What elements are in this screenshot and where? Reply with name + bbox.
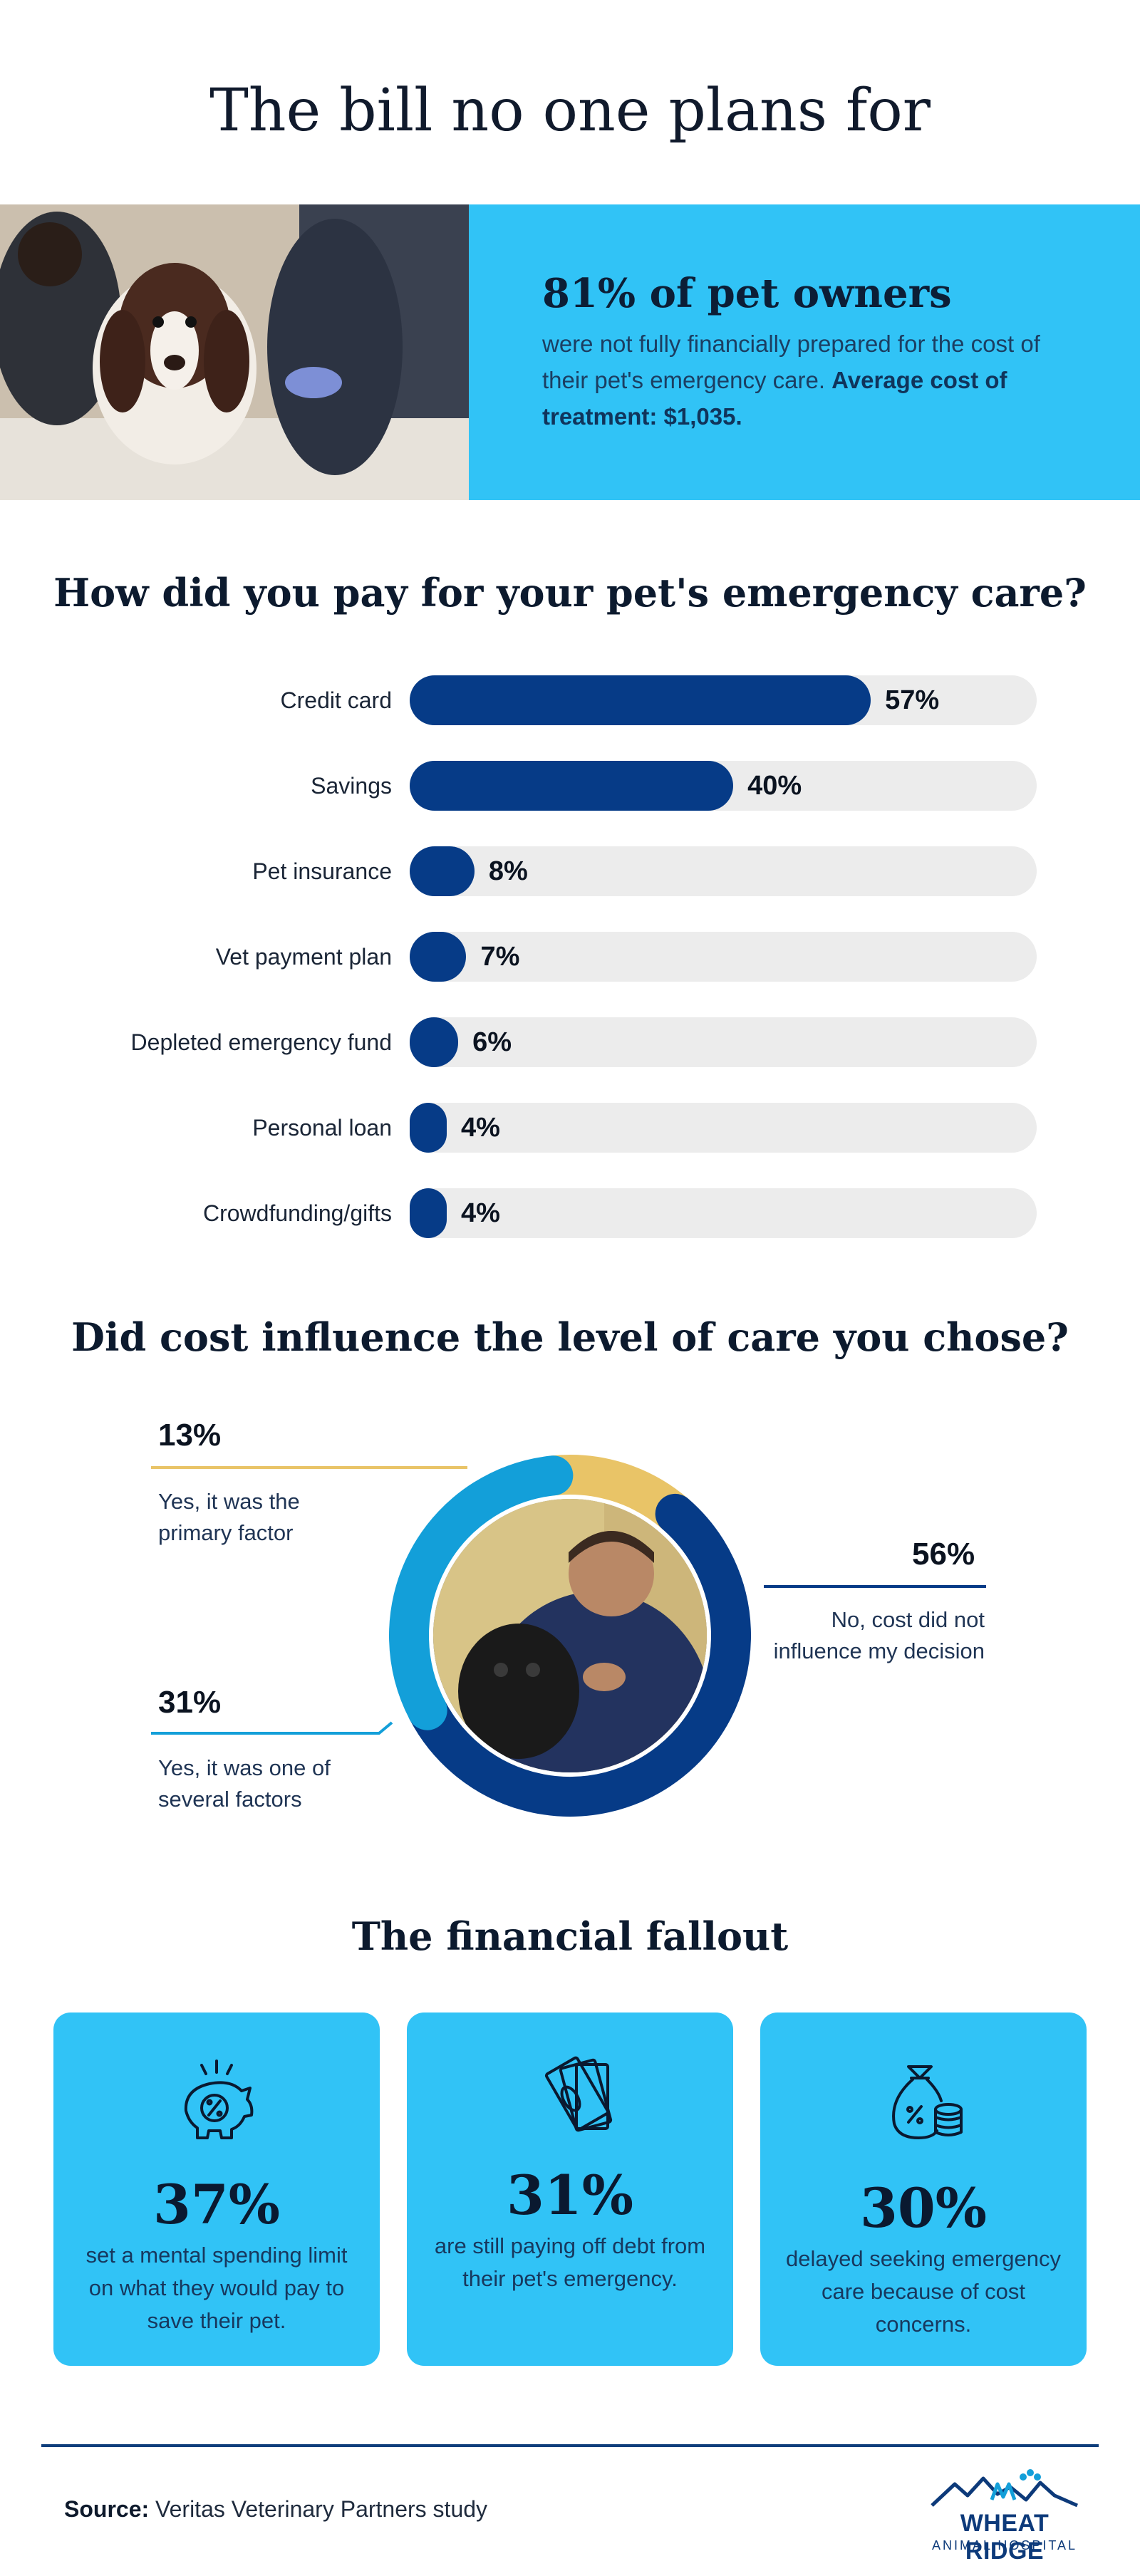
fallout-card-delayed-care: 30% delayed seeking emergency care becau… <box>760 2012 1087 2366</box>
bar-track: 40% <box>410 761 1037 811</box>
influence-chart-title: Did cost influence the level of care you… <box>71 1314 1069 1360</box>
hero-body: were not fully financially prepared for … <box>542 326 1084 435</box>
bar-fill <box>410 1103 447 1153</box>
cash-bills-icon <box>544 2056 613 2132</box>
bar-row: Depleted emergency fund 6% <box>0 1017 1140 1067</box>
bar-row: Pet insurance 8% <box>0 846 1140 896</box>
bar-category-label: Vet payment plan <box>215 944 392 970</box>
bar-track: 7% <box>410 932 1037 982</box>
callout-several-label: Yes, it was one of several factors <box>158 1755 331 1812</box>
bar-value-label: 57% <box>885 685 940 715</box>
page-title: The bill no one plans for <box>209 77 931 145</box>
bar-row: Personal loan 4% <box>0 1103 1140 1153</box>
bar-category-label: Savings <box>311 773 392 799</box>
fallout-text: are still paying off debt from their pet… <box>434 2233 706 2291</box>
bar-fill <box>410 1017 459 1067</box>
bar-category-label: Crowdfunding/gifts <box>202 1200 392 1226</box>
bar-value-label: 7% <box>480 942 520 972</box>
vet-dog-illustration <box>0 204 469 500</box>
bar-category-label: Personal loan <box>252 1115 392 1141</box>
hero-body-text: were not fully financially prepared for … <box>542 331 1040 393</box>
bar-fill <box>410 932 467 982</box>
callout-no-label: No, cost did not influence my decision <box>773 1607 985 1663</box>
vet-pug-photo <box>433 1499 707 1772</box>
bar-category-label: Pet insurance <box>252 858 392 884</box>
hero-headline: 81% of pet owners <box>542 270 952 317</box>
bar-row: Crowdfunding/gifts 4% <box>0 1188 1140 1238</box>
bar-category-label: Credit card <box>280 687 393 713</box>
callout-several-line <box>151 1721 393 1735</box>
bar-track: 6% <box>410 1017 1037 1067</box>
bar-value-label: 6% <box>472 1027 512 1057</box>
logo-name: WHEAT RIDGE <box>960 2510 1050 2565</box>
bar-track: 4% <box>410 1188 1037 1238</box>
fallout-text: delayed seeking emergency care because o… <box>785 2246 1062 2337</box>
fallout-card-spending-limit: 37% set a mental spending limit on what … <box>53 2012 380 2366</box>
callout-no-line <box>764 1585 986 1588</box>
bar-track: 57% <box>410 675 1037 725</box>
bar-value-label: 8% <box>488 856 528 886</box>
fallout-card-debt: 31% are still paying off debt from their… <box>407 2012 733 2366</box>
money-bag-coins-icon <box>892 2065 963 2139</box>
bar-fill <box>410 761 734 811</box>
callout-primary-value: 13% <box>158 1418 222 1453</box>
bar-row: Vet payment plan 7% <box>0 932 1140 982</box>
wheat-ridge-logo: WHEAT RIDGE ANIMAL HOSPITAL <box>926 2468 1083 2565</box>
bar-value-label: 4% <box>461 1113 500 1143</box>
source-citation: Source: Veritas Veterinary Partners stud… <box>64 2496 487 2523</box>
vet-pug-illustration <box>433 1499 707 1772</box>
callout-primary-line <box>151 1466 467 1469</box>
piggy-bank-percent-icon <box>184 2060 254 2139</box>
logo-subtitle: ANIMAL HOSPITAL <box>931 2538 1078 2552</box>
bar-track: 4% <box>410 1103 1037 1153</box>
fallout-value: 31% <box>507 2164 633 2227</box>
callout-no-value: 56% <box>912 1537 975 1572</box>
bar-track: 8% <box>410 846 1037 896</box>
influence-donut-chart <box>385 1450 755 1821</box>
hero-stat-panel: 81% of pet owners were not fully financi… <box>469 204 1140 500</box>
callout-several-value: 31% <box>158 1685 222 1720</box>
bar-row: Credit card 57% <box>0 675 1140 725</box>
source-text: Veritas Veterinary Partners study <box>155 2496 488 2522</box>
bar-row: Savings 40% <box>0 761 1140 811</box>
bar-fill <box>410 675 871 725</box>
bar-value-label: 4% <box>461 1198 500 1228</box>
hero-avg-cost: Average cost of treatment: $1,035. <box>542 367 1007 430</box>
payment-chart-title: How did you pay for your pet's emergency… <box>53 570 1087 616</box>
donut-slice-no-influence <box>407 1493 751 1817</box>
mountain-paw-logo-icon <box>931 2469 1079 2508</box>
vet-dog-photo <box>0 204 469 500</box>
callout-primary-label: Yes, it was the primary factor <box>158 1489 300 1545</box>
bar-category-label: Depleted emergency fund <box>130 1029 392 1055</box>
bar-fill <box>410 846 475 896</box>
bar-value-label: 40% <box>747 771 802 801</box>
fallout-text: set a mental spending limit on what they… <box>86 2243 348 2333</box>
bar-fill <box>410 1188 447 1238</box>
source-label: Source: <box>64 2496 150 2522</box>
fallout-value: 30% <box>860 2176 987 2240</box>
fallout-value: 37% <box>153 2173 280 2236</box>
hero-section: 81% of pet owners were not fully financi… <box>0 204 1140 500</box>
footer-divider <box>41 2444 1099 2447</box>
donut-ring <box>389 1455 751 1817</box>
donut-slice-several-factors <box>389 1455 574 1730</box>
fallout-title: The financial fallout <box>351 1913 789 1959</box>
